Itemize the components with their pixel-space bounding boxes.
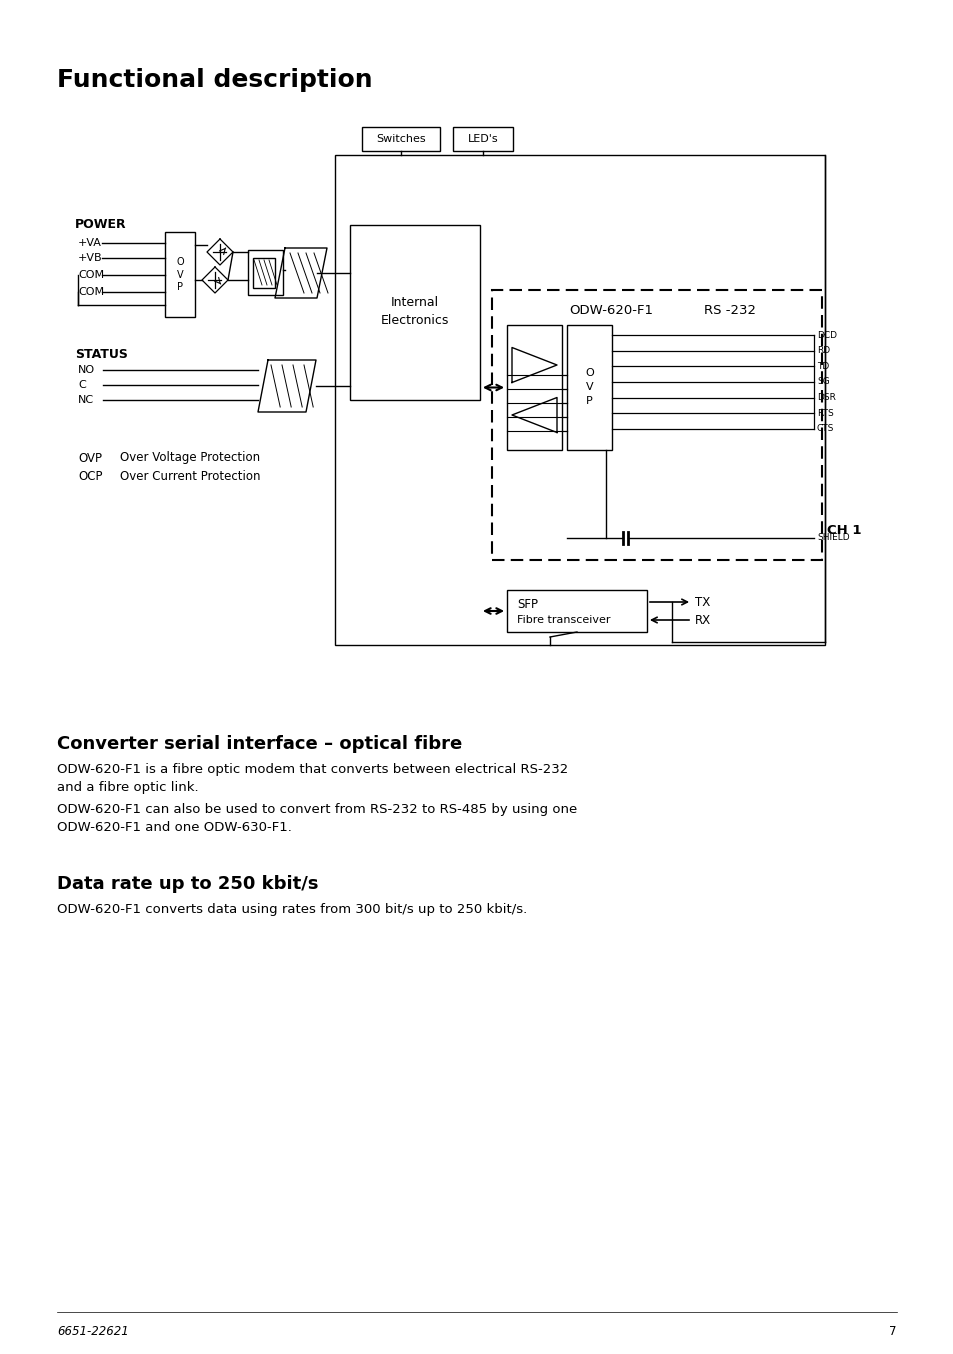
Text: Fibre transceiver: Fibre transceiver: [517, 615, 610, 626]
Bar: [361, 127, 439, 152]
Bar: [350, 225, 479, 399]
Text: ODW-620-F1 and one ODW-630-F1.: ODW-620-F1 and one ODW-630-F1.: [57, 821, 292, 834]
Text: SHIELD: SHIELD: [816, 533, 849, 543]
Text: ODW-620-F1 can also be used to convert from RS-232 to RS-485 by using one: ODW-620-F1 can also be used to convert f…: [57, 803, 577, 816]
Text: NC: NC: [78, 395, 94, 405]
Text: DCD: DCD: [816, 330, 836, 340]
Text: OVP: OVP: [78, 451, 102, 464]
Text: RS -232: RS -232: [703, 303, 755, 317]
Bar: [248, 250, 283, 295]
Text: TD: TD: [816, 362, 828, 371]
Bar: [566, 325, 612, 450]
Text: CTS: CTS: [816, 424, 834, 433]
Text: RX: RX: [695, 613, 710, 627]
Text: SFP: SFP: [517, 598, 537, 612]
Text: 6651-22621: 6651-22621: [57, 1326, 129, 1338]
Bar: [506, 325, 561, 450]
Text: COM: COM: [78, 287, 104, 297]
Text: Converter serial interface – optical fibre: Converter serial interface – optical fib…: [57, 735, 462, 753]
Bar: [506, 590, 646, 632]
Text: Over Current Protection: Over Current Protection: [120, 470, 260, 483]
Text: O
V
P: O V P: [584, 368, 594, 406]
Text: ODW-620-F1: ODW-620-F1: [568, 303, 652, 317]
Text: POWER: POWER: [75, 218, 127, 232]
Text: C: C: [78, 380, 86, 390]
Text: ODW-620-F1 is a fibre optic modem that converts between electrical RS-232: ODW-620-F1 is a fibre optic modem that c…: [57, 764, 568, 776]
Bar: [492, 290, 821, 561]
Text: O
V
P: O V P: [176, 257, 184, 292]
Text: RTS: RTS: [816, 409, 833, 417]
Text: Electronics: Electronics: [380, 314, 449, 328]
Text: +VB: +VB: [78, 253, 103, 263]
Text: +VA: +VA: [78, 238, 102, 248]
Text: DSR: DSR: [816, 393, 835, 402]
Text: 7: 7: [888, 1326, 896, 1338]
Bar: [165, 232, 194, 317]
Text: Data rate up to 250 kbit/s: Data rate up to 250 kbit/s: [57, 875, 318, 894]
Text: SG: SG: [816, 378, 829, 386]
Text: OCP: OCP: [78, 470, 102, 483]
Text: NO: NO: [78, 366, 95, 375]
Bar: [335, 154, 824, 645]
Text: ODW-620-F1 converts data using rates from 300 bit/s up to 250 kbit/s.: ODW-620-F1 converts data using rates fro…: [57, 903, 527, 917]
Bar: [253, 259, 274, 288]
Text: LED's: LED's: [467, 134, 497, 144]
Text: Functional description: Functional description: [57, 68, 373, 92]
Text: Over Voltage Protection: Over Voltage Protection: [120, 451, 260, 464]
Text: RD: RD: [816, 347, 829, 355]
Text: Switches: Switches: [375, 134, 425, 144]
Text: COM: COM: [78, 269, 104, 280]
Text: and a fibre optic link.: and a fibre optic link.: [57, 781, 198, 793]
Text: Internal: Internal: [391, 297, 438, 309]
Text: STATUS: STATUS: [75, 348, 128, 362]
Text: TX: TX: [695, 596, 709, 608]
Text: CH 1: CH 1: [826, 524, 861, 536]
Bar: [453, 127, 513, 152]
